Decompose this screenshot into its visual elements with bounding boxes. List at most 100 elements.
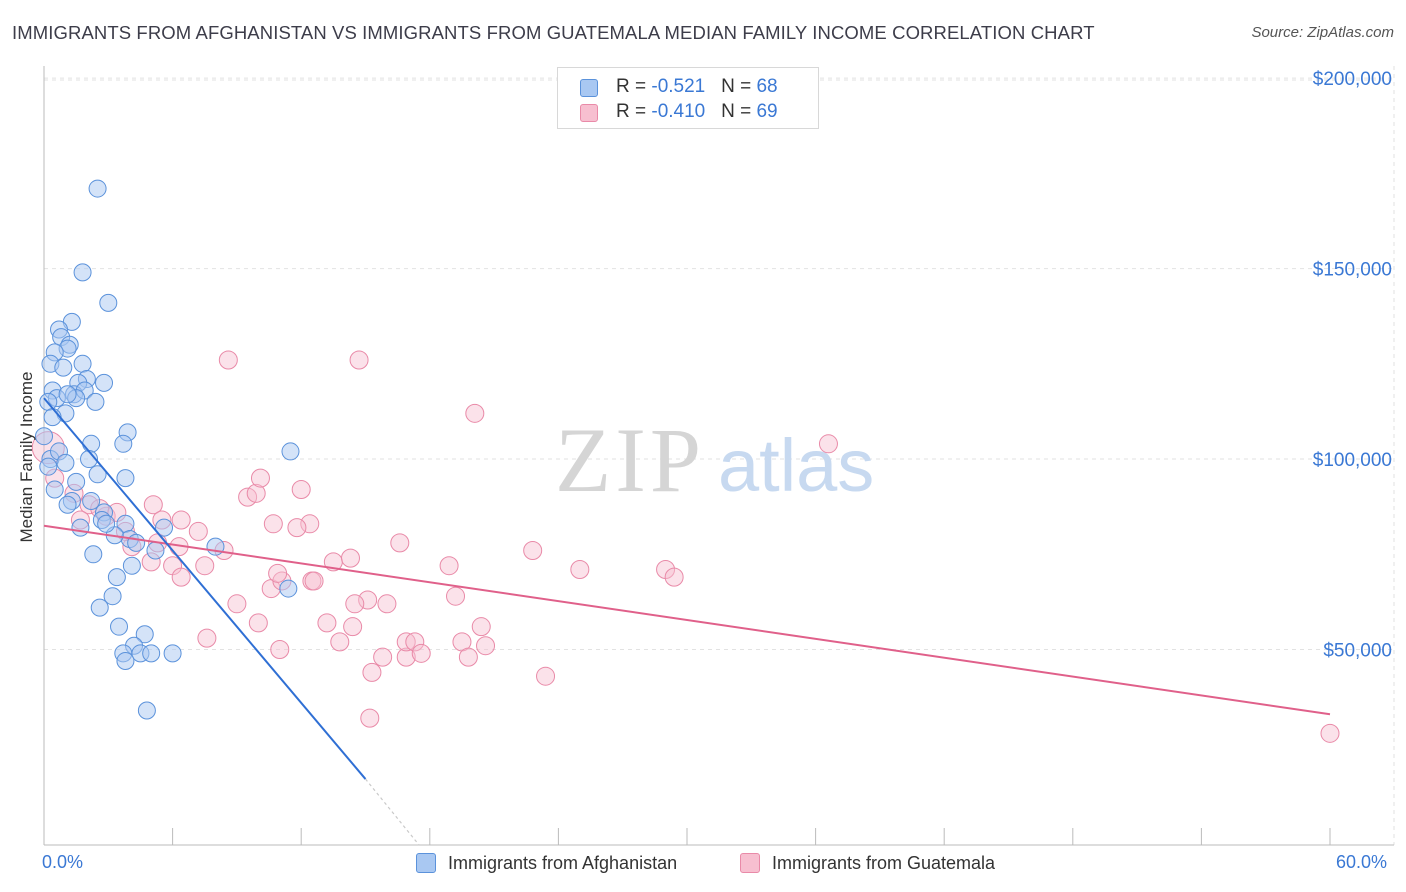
guatemala-point <box>358 590 378 610</box>
afghanistan-point <box>163 644 182 663</box>
correlation-legend: R = -0.521 N = 68 R = -0.410 N = 69 <box>557 67 819 129</box>
guatemala-point <box>171 510 191 530</box>
guatemala-point <box>143 495 163 515</box>
source-label: Source: ZipAtlas.com <box>1251 24 1394 41</box>
guatemala-point <box>197 628 217 648</box>
afghanistan-point <box>142 644 161 663</box>
legend-row-guatemala-text: R = -0.410 N = 69 <box>616 101 778 123</box>
afghanistan-swatch <box>580 79 598 97</box>
afghanistan-point <box>116 469 135 488</box>
afghanistan-point <box>73 354 92 373</box>
afghanistan-point <box>90 598 109 617</box>
guatemala-point <box>373 647 393 667</box>
guatemala-point <box>304 571 324 591</box>
afghanistan-point <box>146 541 165 560</box>
guatemala-point <box>268 563 288 583</box>
guatemala-point <box>300 514 320 534</box>
guatemala-point <box>664 567 684 587</box>
guatemala-point <box>405 632 425 652</box>
guatemala-point <box>818 434 838 454</box>
guatemala-point <box>248 613 268 633</box>
guatemala-point <box>330 632 350 652</box>
guatemala-point <box>458 647 478 667</box>
afghanistan-point <box>71 518 90 537</box>
afghanistan-point <box>99 293 118 312</box>
guatemala-point <box>263 514 283 534</box>
legend-label-guatemala: Immigrants from Guatemala <box>772 853 996 873</box>
guatemala-point <box>362 662 382 682</box>
guatemala-point <box>291 480 311 500</box>
guatemala-point <box>1320 723 1340 743</box>
afghanistan-swatch <box>416 853 436 873</box>
afghanistan-point <box>45 480 64 499</box>
afghanistan-trend-line <box>43 397 367 780</box>
r-value: -0.410 <box>651 101 706 122</box>
afghanistan-point <box>116 651 135 670</box>
guatemala-point <box>340 548 360 568</box>
guatemala-point <box>439 556 459 576</box>
afghanistan-point <box>56 453 75 472</box>
afghanistan-point <box>279 579 298 598</box>
guatemala-swatch <box>740 853 760 873</box>
afghanistan-point <box>88 465 107 484</box>
afghanistan-point <box>39 457 58 476</box>
guatemala-point <box>523 540 543 560</box>
afghanistan-point <box>58 495 77 514</box>
y-tick-label: $200,000 <box>1313 69 1392 90</box>
guatemala-point <box>345 594 365 614</box>
afghanistan-point <box>103 587 122 606</box>
guatemala-point <box>270 640 290 660</box>
watermark-atlas: atlas <box>718 424 874 507</box>
guatemala-point <box>317 613 337 633</box>
afghanistan-point <box>281 442 300 461</box>
guatemala-point <box>287 518 307 538</box>
y-tick-label: $100,000 <box>1313 450 1392 471</box>
r-label: R = <box>616 101 652 122</box>
guatemala-point <box>396 647 416 667</box>
guatemala-point <box>227 594 247 614</box>
r-value: -0.521 <box>651 76 706 97</box>
n-label: N = <box>721 101 757 122</box>
afghanistan-point <box>86 392 105 411</box>
y-axis-label: Median Family Income <box>17 371 36 543</box>
guatemala-points <box>31 350 1340 743</box>
guatemala-point <box>570 560 590 580</box>
guatemala-point <box>476 636 496 656</box>
guatemala-point <box>377 594 397 614</box>
guatemala-point <box>171 567 191 587</box>
afghanistan-points <box>35 179 300 720</box>
trend-lines <box>43 397 1331 846</box>
afghanistan-point <box>54 358 73 377</box>
guatemala-point <box>195 556 215 576</box>
afghanistan-point <box>95 373 114 392</box>
afghanistan-point <box>73 263 92 282</box>
guatemala-point <box>360 708 380 728</box>
afghanistan-point <box>88 179 107 198</box>
guatemala-point <box>188 521 208 541</box>
guatemala-point <box>343 617 363 637</box>
guatemala-point <box>465 403 485 423</box>
watermark-zip: ZIP <box>555 409 705 511</box>
guatemala-point <box>246 483 266 503</box>
afghanistan-point <box>135 625 154 644</box>
y-tick-label: $150,000 <box>1313 260 1392 281</box>
afghanistan-point <box>155 518 174 537</box>
guatemala-point <box>411 643 431 663</box>
afghanistan-point <box>137 701 156 720</box>
guatemala-point <box>349 350 369 370</box>
afghanistan-point <box>35 427 53 446</box>
y-tick-labels: $50,000 $100,000 $150,000 $200,000 <box>1313 69 1392 661</box>
n-value: 68 <box>756 76 778 97</box>
n-value: 69 <box>756 101 778 122</box>
x-tick-max: 60.0% <box>1336 852 1388 872</box>
afghanistan-point <box>110 617 129 636</box>
guatemala-point <box>218 350 238 370</box>
chart-title: IMMIGRANTS FROM AFGHANISTAN VS IMMIGRANT… <box>12 22 1095 43</box>
n-label: N = <box>721 76 757 97</box>
afghanistan-point <box>97 514 116 533</box>
afghanistan-point <box>107 568 126 587</box>
guatemala-point <box>471 617 491 637</box>
y-tick-label: $50,000 <box>1323 641 1392 662</box>
guatemala-point <box>536 666 556 686</box>
guatemala-point <box>250 468 270 488</box>
